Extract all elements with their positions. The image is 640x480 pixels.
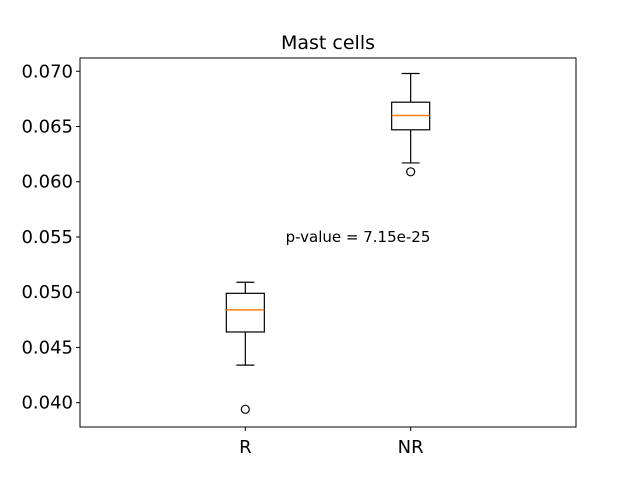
x-tick-label: R	[239, 437, 252, 458]
outlier-point	[406, 167, 416, 177]
y-tick-label: 0.065	[21, 116, 73, 137]
y-tick-label: 0.050	[21, 282, 73, 303]
y-tick-label: 0.040	[21, 393, 73, 414]
y-tick-label: 0.045	[21, 337, 73, 358]
outlier-point	[240, 404, 250, 414]
y-tick-label: 0.070	[21, 61, 73, 82]
iqr-box	[225, 292, 265, 333]
p-value-annotation: p-value = 7.15e-25	[286, 228, 431, 246]
y-tick-label: 0.055	[21, 227, 73, 248]
x-axis: R NR	[239, 427, 424, 458]
y-tick-label: 0.060	[21, 172, 73, 193]
chart-title: Mast cells	[281, 32, 375, 54]
box-series	[225, 72, 431, 414]
y-axis: 0.040 0.045 0.050 0.055 0.060 0.065 0.070	[21, 61, 80, 414]
plot-area-frame	[79, 57, 577, 428]
x-tick-label: NR	[398, 437, 424, 458]
box-r	[225, 281, 265, 414]
box-nr	[391, 72, 431, 177]
